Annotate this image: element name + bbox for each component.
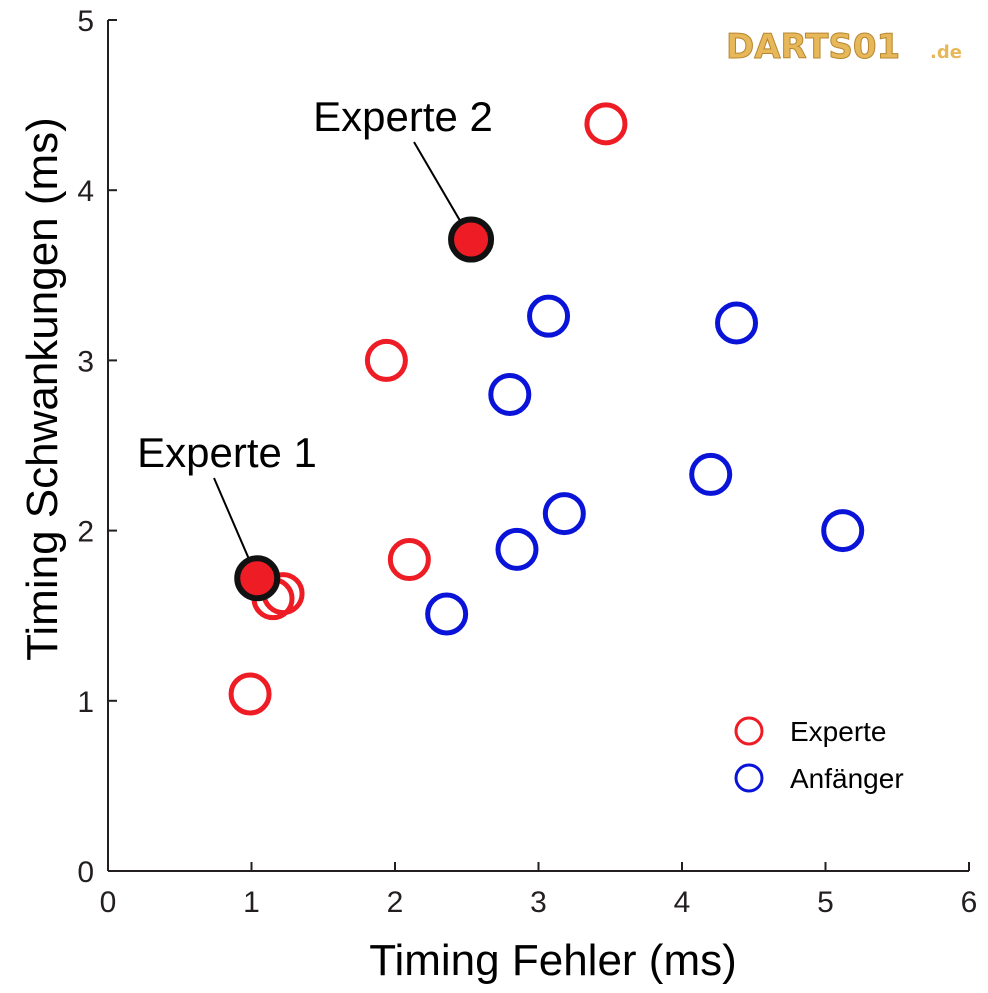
- annotation-label: Experte 2: [313, 93, 493, 140]
- y-tick-label: 2: [77, 516, 94, 549]
- point-anf-nger: [425, 592, 469, 636]
- point-anf-nger: [821, 509, 865, 553]
- x-tick-label: 5: [817, 886, 834, 919]
- point-anf-nger: [527, 294, 571, 338]
- y-axis-ticks: 0 1 2 3 4 5: [77, 5, 117, 889]
- y-axis-title: Timing Schwankungen (ms): [18, 117, 67, 661]
- x-tick-label: 3: [530, 886, 547, 919]
- point-experte: [364, 338, 408, 382]
- point-anf-nger: [689, 452, 733, 496]
- y-tick-label: 5: [77, 5, 94, 38]
- watermark-logo: DARTS01 .de: [726, 27, 962, 68]
- y-tick-label: 0: [77, 856, 94, 889]
- point-anf-nger: [495, 527, 539, 571]
- highlighted-point: [448, 216, 495, 263]
- legend-label: Experte: [790, 716, 887, 747]
- y-tick-label: 3: [77, 345, 94, 378]
- annotation-label: Experte 1: [137, 429, 317, 476]
- x-tick-label: 1: [243, 886, 260, 919]
- x-tick-label: 4: [674, 886, 691, 919]
- highlighted-points: Experte 1 Experte 2: [137, 93, 495, 602]
- point-experte: [228, 672, 272, 716]
- y-tick-label: 4: [77, 175, 94, 208]
- x-tick-label: 0: [100, 886, 117, 919]
- watermark-text: DARTS01: [726, 27, 900, 67]
- point-anf-nger: [542, 492, 586, 536]
- x-tick-label: 2: [387, 886, 404, 919]
- x-axis-ticks: 0 1 2 3 4 5 6: [100, 862, 978, 919]
- highlighted-point: [234, 555, 281, 602]
- data-points: [228, 102, 865, 716]
- legend-marker: [734, 763, 764, 793]
- x-tick-label: 6: [961, 886, 978, 919]
- point-anf-nger: [715, 301, 759, 345]
- legend-marker: [734, 716, 764, 746]
- legend: Experte Anfänger: [734, 716, 904, 794]
- point-experte: [584, 102, 628, 146]
- watermark-suffix: .de: [930, 42, 962, 63]
- point-anf-nger: [488, 372, 532, 416]
- legend-label: Anfänger: [790, 763, 904, 794]
- y-tick-label: 1: [77, 686, 94, 719]
- point-experte: [387, 538, 431, 582]
- x-axis-title: Timing Fehler (ms): [369, 936, 737, 985]
